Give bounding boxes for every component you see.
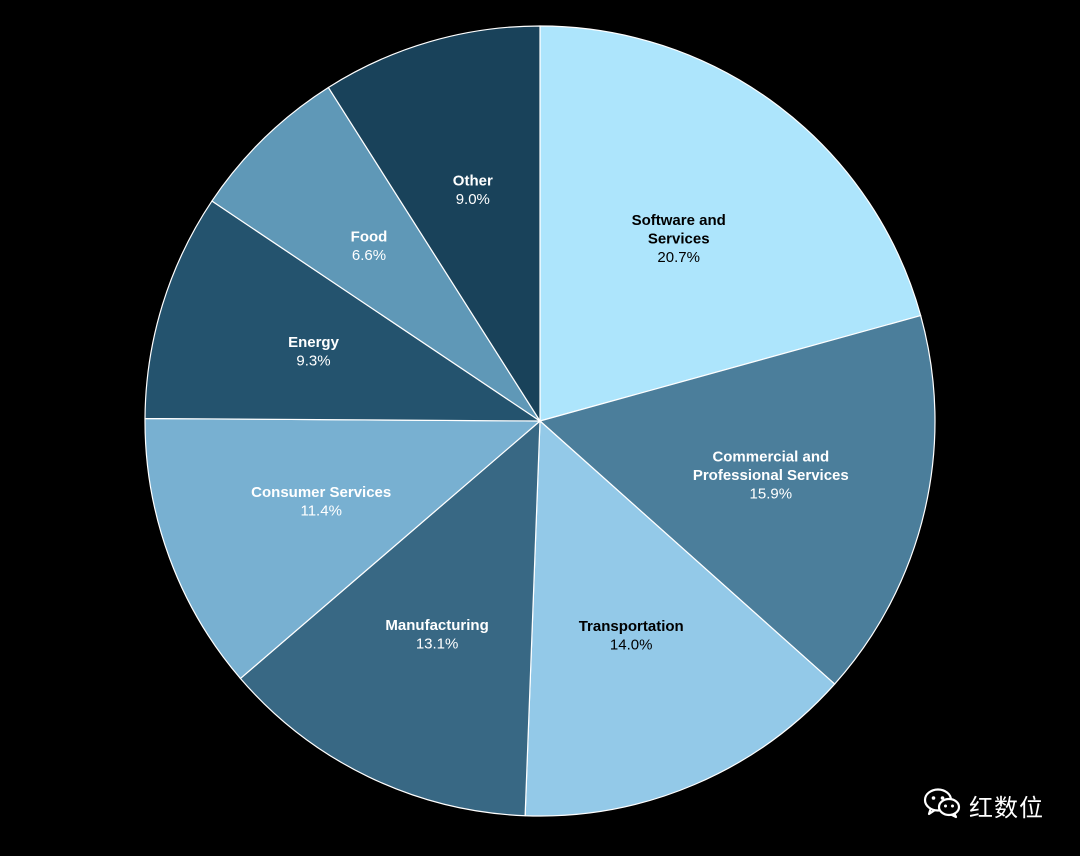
slice-value-consumer-services: 11.4% [300, 503, 341, 520]
slice-food [211, 86, 541, 422]
slice-value-commercial-and-professional-services: 15.9% [750, 485, 793, 502]
watermark: 红数位 [923, 787, 1044, 824]
slice-software-and-services [539, 25, 922, 422]
slice-manufacturing [239, 420, 541, 817]
wechat-icon [923, 787, 961, 824]
slice-label-other: Other [453, 172, 493, 189]
slice-value-energy: 9.3% [296, 353, 330, 370]
slice-label-software-and-services: Software and [632, 212, 726, 229]
slice-label-energy: Energy [288, 334, 340, 351]
slice-value-manufacturing: 13.1% [416, 636, 459, 653]
slice-value-transportation: 14.0% [610, 637, 653, 654]
slice-transportation [524, 420, 836, 817]
slice-label-manufacturing: Manufacturing [385, 617, 488, 634]
slice-value-software-and-services: 20.7% [657, 249, 700, 266]
watermark-text: 红数位 [969, 794, 1044, 822]
slice-label-software-and-services: Services [648, 231, 710, 248]
slices-layer [144, 25, 936, 817]
slice-label-consumer-services: Consumer Services [251, 484, 391, 501]
slice-consumer-services [144, 417, 541, 680]
slice-label-commercial-and-professional-services: Commercial and [712, 448, 829, 465]
slice-label-transportation: Transportation [579, 618, 684, 635]
slice-other [327, 25, 541, 422]
slice-label-food: Food [351, 228, 388, 245]
slice-commercial-and-professional-services [539, 314, 936, 685]
slice-label-commercial-and-professional-services: Professional Services [693, 467, 849, 484]
slice-value-food: 6.6% [352, 247, 386, 264]
slice-energy [144, 200, 541, 422]
slice-value-other: 9.0% [456, 191, 490, 208]
